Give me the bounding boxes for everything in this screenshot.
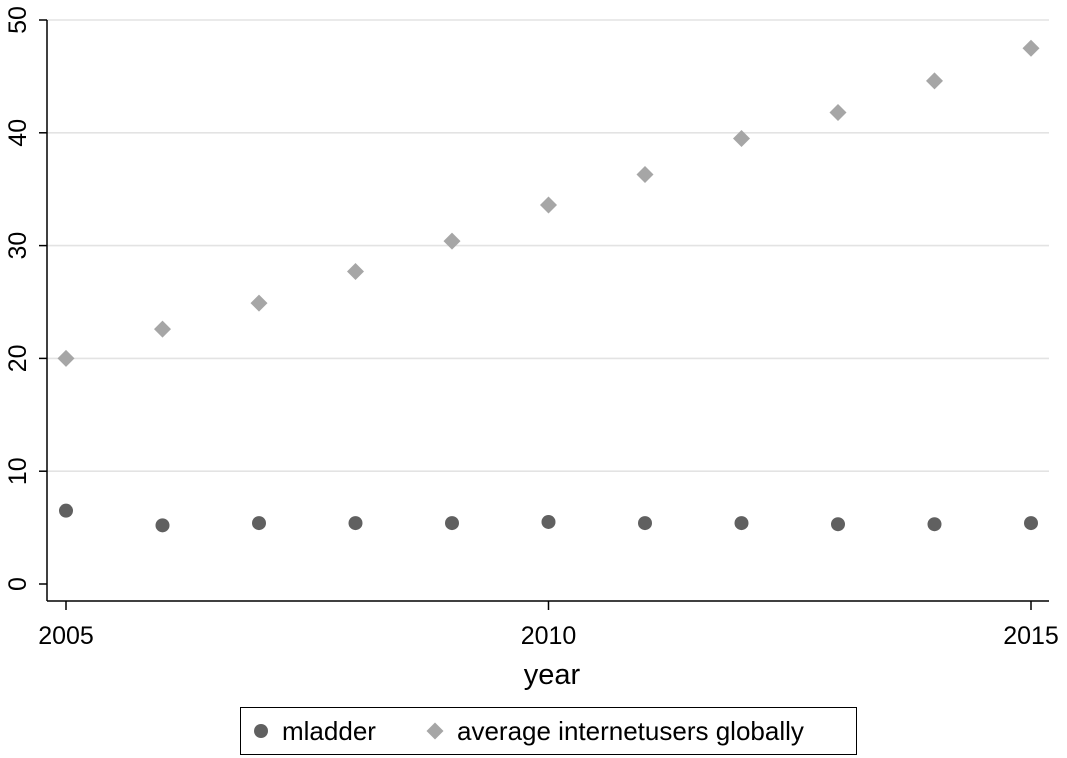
y-tick-label: 20 (4, 344, 32, 372)
point-mladder (59, 503, 73, 518)
point-internetusers (829, 103, 847, 121)
point-mladder (348, 516, 363, 531)
x-axis-ticks: 2005 2010 2015 (38, 601, 1059, 650)
legend-label: average internetusers globally (457, 715, 804, 746)
legend-label: mladder (282, 715, 376, 746)
point-mladder (734, 516, 749, 531)
point-internetusers (926, 72, 943, 90)
legend-item-mladder: mladder (254, 708, 376, 754)
legend-marker-diamond (426, 722, 444, 740)
x-tick-label: 2005 (38, 622, 94, 650)
point-mladder (927, 517, 942, 532)
point-internetusers (347, 263, 364, 281)
x-axis-label: year (524, 659, 581, 691)
point-mladder (445, 516, 459, 531)
y-axis-ticks: 0 10 20 30 40 50 (4, 6, 47, 591)
point-internetusers (540, 196, 557, 214)
point-internetusers (636, 166, 654, 184)
y-tick-label: 50 (4, 6, 32, 34)
point-internetusers (443, 232, 461, 250)
point-mladder (1024, 516, 1038, 531)
point-internetusers (1022, 39, 1040, 57)
point-mladder (638, 516, 652, 531)
y-tick-label: 10 (4, 457, 32, 485)
y-tick-label: 40 (4, 119, 32, 147)
y-tick-label: 30 (4, 232, 32, 260)
legend-item-average-internetusers: average internetusers globally (426, 708, 804, 754)
x-tick-label: 2010 (521, 622, 577, 650)
scatter-chart: 0 10 20 30 40 50 2005 2010 2015 year (4, 6, 1059, 691)
point-mladder (252, 516, 266, 531)
legend: mladder average internetusers globally (240, 707, 857, 755)
point-internetusers (57, 349, 75, 367)
point-internetusers (250, 294, 268, 312)
gridlines (47, 19, 1049, 473)
y-tick-label: 0 (4, 577, 32, 591)
x-tick-label: 2015 (1003, 622, 1059, 650)
legend-marker-circle (254, 724, 268, 738)
point-mladder (541, 514, 556, 529)
point-mladder (831, 517, 845, 532)
point-mladder (155, 518, 170, 533)
point-internetusers (733, 129, 750, 147)
point-internetusers (154, 320, 171, 338)
data-points (57, 39, 1040, 533)
axes (46, 20, 1049, 602)
